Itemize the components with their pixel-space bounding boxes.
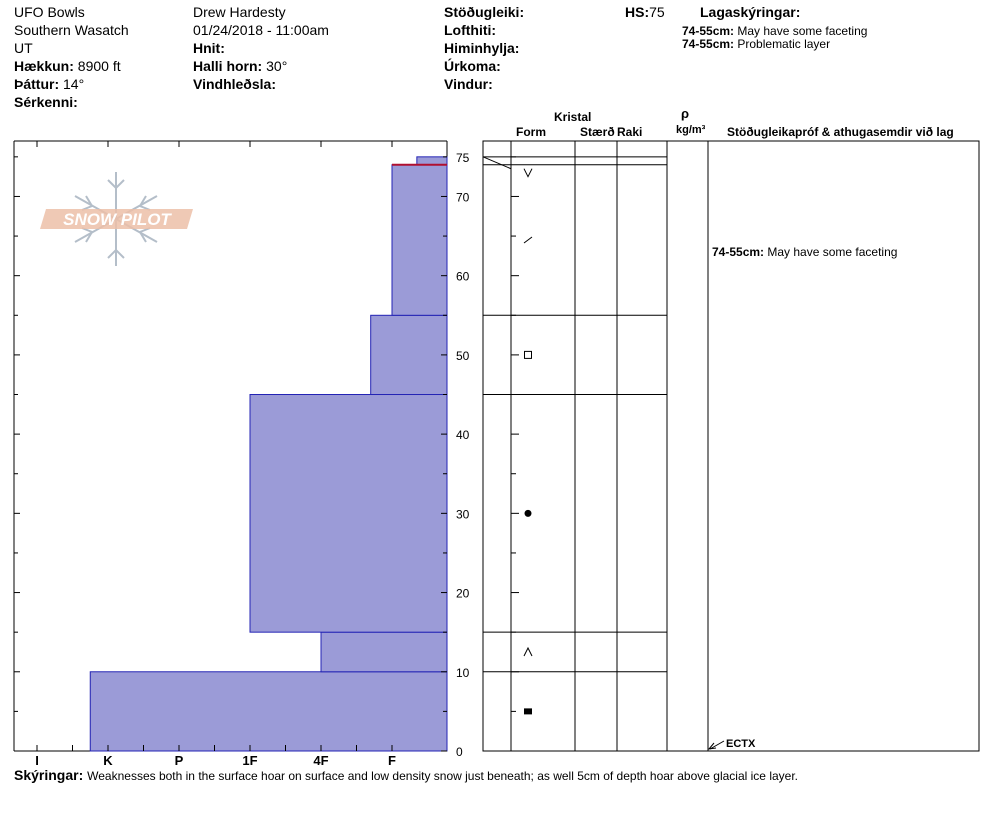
layer-notes-title: Lagaskýringar:: [700, 4, 801, 20]
depth-tick-label: 40: [456, 428, 470, 442]
hardness-layers: [89, 156, 448, 752]
elevation-value: 8900 ft: [77, 58, 121, 74]
layer-boundaries: [483, 156, 667, 673]
hardness-tick-label: I: [35, 753, 39, 768]
hs-label: HS:: [625, 4, 650, 20]
sky-label: Himinhylja:: [444, 40, 520, 56]
hardness-tick-label: K: [103, 753, 113, 768]
hardness-tick-label: P: [175, 753, 184, 768]
features-label: Sérkenni:: [14, 94, 78, 110]
stability-label: Stöðugleiki:: [444, 4, 525, 20]
depth-ticks: 0 10 20 30 40 50 60 70 75: [14, 151, 519, 759]
range-name: Southern Wasatch: [14, 22, 129, 38]
crystal-table-frame: [482, 140, 980, 752]
depth-tick-label: 75: [456, 151, 470, 165]
aspect-label: Þáttur:: [14, 76, 60, 92]
test-marker-arrowhead: [707, 742, 717, 750]
logo-text: SNOW PILOT: [63, 210, 172, 229]
crystal-table: [482, 140, 980, 752]
layer-note-range: 74-55cm:: [682, 24, 735, 38]
size-header: Stærð: [580, 125, 615, 139]
ice-layer-icon: [524, 708, 532, 715]
depth-tick-label: 70: [456, 190, 470, 204]
hardness-layer-bar: [249, 394, 448, 633]
location-name: UFO Bowls: [14, 4, 85, 20]
wind-loading-label: Vindhleðsla:: [193, 76, 276, 92]
aspect-value: 14°: [63, 76, 85, 92]
depth-tick-label: 10: [456, 666, 470, 680]
density-header: kg/m³: [676, 124, 706, 136]
layer-comment: 74-55cm: May have some faceting: [712, 245, 897, 259]
moisture-header: Raki: [617, 125, 643, 139]
decomposing-fragments-icon: [523, 236, 533, 244]
depth-tick-label: 60: [456, 270, 470, 284]
depth-hoar-icon: [523, 646, 533, 657]
crystal-header: Kristal: [554, 110, 592, 124]
layer-comment-text: May have some faceting: [767, 245, 898, 259]
layer-note-text: Problematic layer: [737, 37, 831, 51]
grain-symbols: [523, 168, 533, 715]
snowpilot-logo: SNOW PILOT: [40, 172, 193, 266]
layer-comment-range: 74-55cm:: [712, 245, 765, 259]
depth-tick-label: 20: [456, 587, 470, 601]
hardness-tick-label: 1F: [242, 753, 257, 768]
observation-datetime: 01/24/2018 - 11:00am: [193, 22, 329, 38]
layer-note: 74-55cm: Problematic layer: [682, 37, 830, 51]
slope-value: 30°: [266, 58, 288, 74]
layer-note: 74-55cm: May have some faceting: [682, 24, 867, 38]
logo-banner: [40, 209, 193, 229]
state-name: UT: [14, 40, 33, 56]
temperature-line: [482, 156, 512, 170]
hardness-layer-bar: [89, 671, 448, 752]
hardness-layer-bar: [416, 156, 448, 166]
hardness-tick-label: F: [388, 753, 396, 768]
faceted-crystals-icon: [524, 350, 532, 359]
layer-note-range: 74-55cm:: [682, 37, 735, 51]
hs-value: 75: [649, 4, 665, 20]
temperature-profile: [482, 156, 512, 170]
slope-row: Halli horn: 30°: [193, 58, 287, 74]
coords-label: Hnit:: [193, 40, 225, 56]
elevation-label: Hækkun:: [14, 58, 74, 74]
aspect-row: Þáttur: 14°: [14, 76, 84, 92]
hardness-layer-bar: [320, 631, 448, 673]
rounded-grains-icon: [524, 509, 532, 517]
surface-hoar-icon: [523, 168, 533, 178]
hardness-layer-bar: [370, 314, 448, 396]
hardness-tick-label: 4F: [313, 753, 328, 768]
depth-tick-label: 0: [456, 745, 463, 759]
stability-tests-header: Stöðugleikapróf & athugasemdir við lag: [727, 125, 954, 139]
air-temp-label: Lofthiti:: [444, 22, 497, 38]
form-header: Form: [516, 125, 546, 139]
footer-label: Skýringar:: [14, 767, 84, 783]
hardness-ticks: I K P 1F 4F F: [35, 141, 396, 768]
depth-tick-label: 30: [456, 507, 470, 521]
test-marker-arrow: [709, 740, 725, 750]
test-result: ECTX: [726, 738, 756, 750]
hardness-layer-bar: [391, 164, 448, 316]
hs-row: HS:75: [625, 4, 665, 20]
elevation-row: Hækkun: 8900 ft: [14, 58, 121, 74]
rho-header: ρ: [681, 106, 690, 121]
depth-tick-label: 50: [456, 349, 470, 363]
wind-label: Vindur:: [444, 76, 493, 92]
footer-notes: Skýringar: Weaknesses both in the surfac…: [14, 767, 798, 783]
slope-label: Halli horn:: [193, 58, 263, 74]
observer-name: Drew Hardesty: [193, 4, 286, 20]
precip-label: Úrkoma:: [444, 58, 501, 74]
footer-text: Weaknesses both in the surface hoar on s…: [87, 769, 798, 783]
layer-note-text: May have some faceting: [737, 24, 868, 38]
